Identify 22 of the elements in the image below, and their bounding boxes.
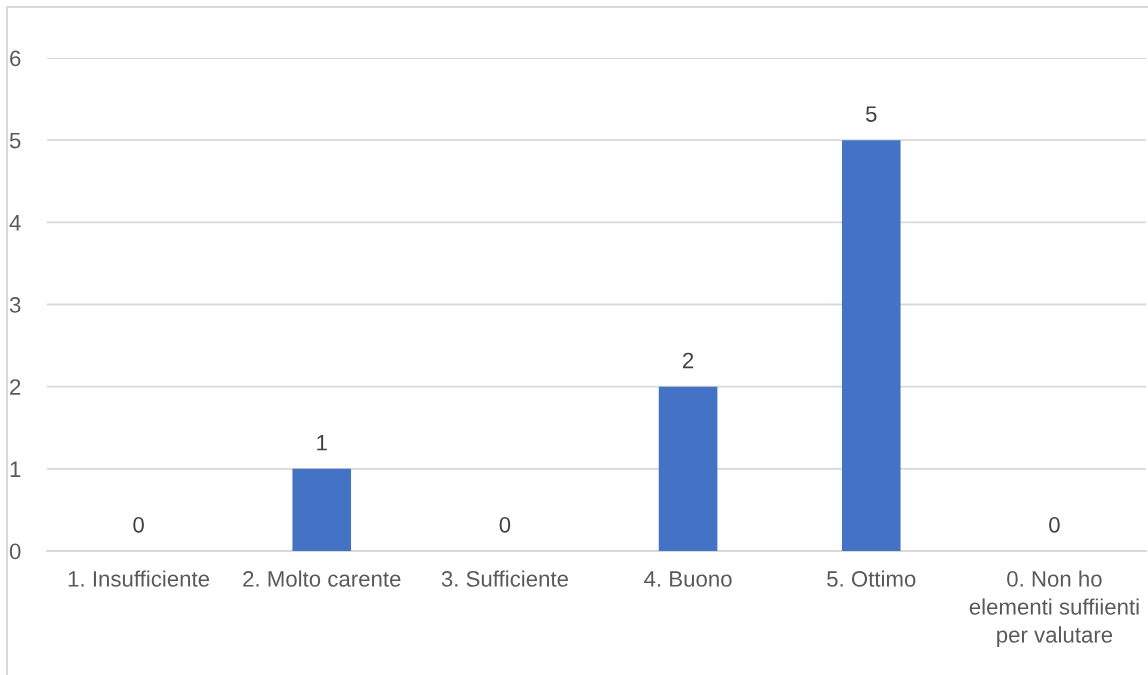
x-tick-label: 0. Non ho elementi suffiienti per valutare — [969, 570, 1139, 648]
data-label: 2 — [683, 352, 694, 369]
x-tick-label: 5. Ottimo — [827, 570, 916, 587]
x-tick-label: 4. Buono — [644, 571, 732, 587]
y-tick-label: 2 — [10, 379, 21, 395]
data-label: 0 — [499, 516, 511, 533]
bar — [292, 468, 352, 551]
x-tick-label: 2. Molto carente — [243, 570, 401, 587]
data-label: 1 — [317, 435, 327, 451]
y-tick-label: 4 — [9, 215, 21, 231]
data-label: 0 — [1049, 516, 1060, 533]
data-label: 5 — [865, 106, 877, 122]
data-label: 0 — [133, 516, 144, 533]
x-tick-label: 1. Insufficiente — [68, 570, 210, 587]
bar — [841, 140, 901, 551]
y-tick-label: 6 — [10, 50, 21, 67]
y-tick-label: 3 — [9, 297, 21, 313]
bar — [658, 386, 718, 551]
y-tick-label: 0 — [9, 543, 21, 560]
y-tick-label: 1 — [10, 461, 21, 477]
y-tick-label: 5 — [9, 132, 21, 149]
x-tick-label: 3. Sufficiente — [441, 570, 568, 587]
